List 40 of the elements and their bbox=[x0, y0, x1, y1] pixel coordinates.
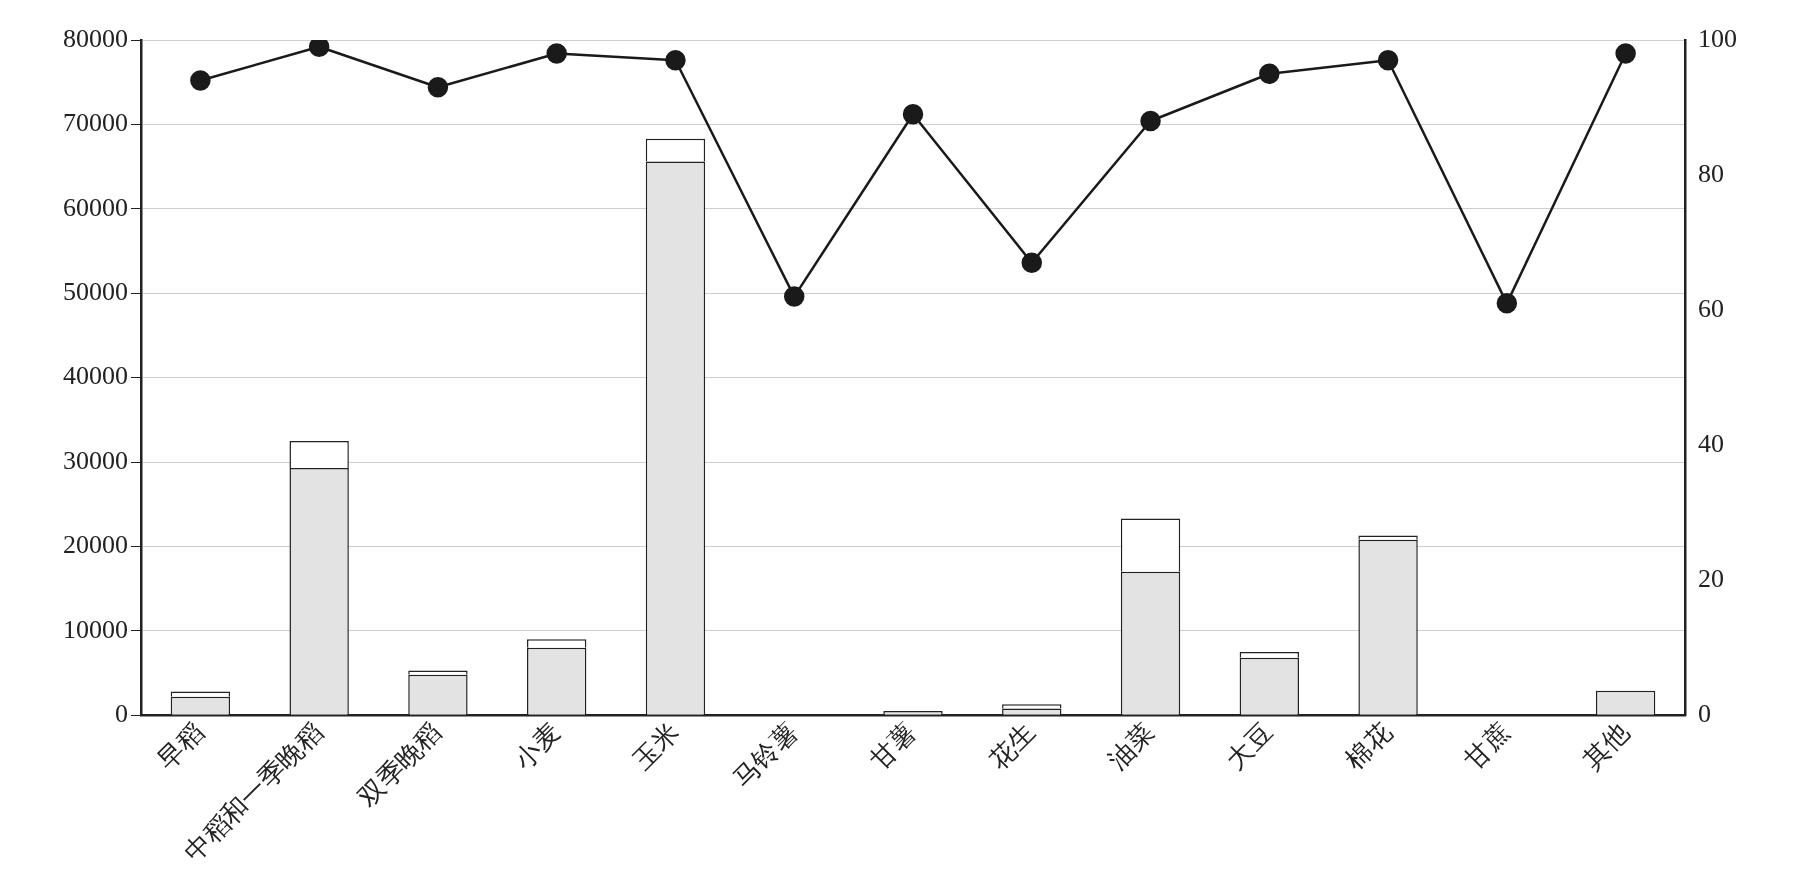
point bbox=[546, 43, 567, 64]
x-tick-label: 油菜 bbox=[1102, 717, 1160, 776]
y2-tick-label: 100 bbox=[1698, 23, 1737, 53]
y2-tick-label: 60 bbox=[1698, 293, 1724, 323]
y-tick-label: 0 bbox=[115, 699, 128, 729]
x-tick-label: 早稻 bbox=[152, 717, 210, 776]
y-tick-label: 40000 bbox=[63, 361, 128, 391]
y-tick-label: 70000 bbox=[63, 108, 128, 138]
y-tick-label: 50000 bbox=[63, 277, 128, 307]
x-tick-label: 棉花 bbox=[1339, 717, 1398, 776]
y2-tick-label: 40 bbox=[1698, 428, 1724, 458]
point bbox=[1140, 110, 1161, 132]
x-tick-label: 玉米 bbox=[627, 717, 685, 776]
y-tick-label: 20000 bbox=[63, 530, 128, 560]
point bbox=[1496, 293, 1518, 314]
x-tick-label: 花生 bbox=[983, 717, 1041, 776]
y2-tick-label: 0 bbox=[1698, 699, 1711, 729]
point bbox=[902, 104, 924, 125]
x-tick-label: 双季晚稻 bbox=[352, 717, 447, 812]
y2-tick-label: 80 bbox=[1698, 158, 1724, 188]
y-tick-label: 30000 bbox=[63, 445, 128, 475]
point bbox=[1259, 63, 1280, 85]
x-tick-label: 其他 bbox=[1577, 717, 1635, 776]
x-tick-label: 甘薯 bbox=[864, 717, 923, 776]
y-tick-label: 10000 bbox=[63, 614, 128, 644]
point bbox=[190, 70, 211, 91]
point bbox=[308, 40, 330, 57]
y-tick-label: 80000 bbox=[63, 23, 128, 53]
point bbox=[427, 77, 449, 98]
point bbox=[1377, 50, 1399, 71]
y2-tick-label: 20 bbox=[1698, 564, 1724, 594]
point bbox=[665, 50, 686, 71]
point bbox=[783, 286, 805, 307]
point bbox=[1615, 43, 1636, 64]
y-tick-label: 60000 bbox=[63, 192, 128, 222]
point bbox=[1021, 252, 1043, 274]
x-tick-label: 小麦 bbox=[508, 717, 566, 776]
x-tick-label: 大豆 bbox=[1221, 717, 1279, 776]
x-tick-label: 甘蔗 bbox=[1458, 717, 1516, 776]
x-tick-label: 马铃薯 bbox=[727, 717, 804, 794]
